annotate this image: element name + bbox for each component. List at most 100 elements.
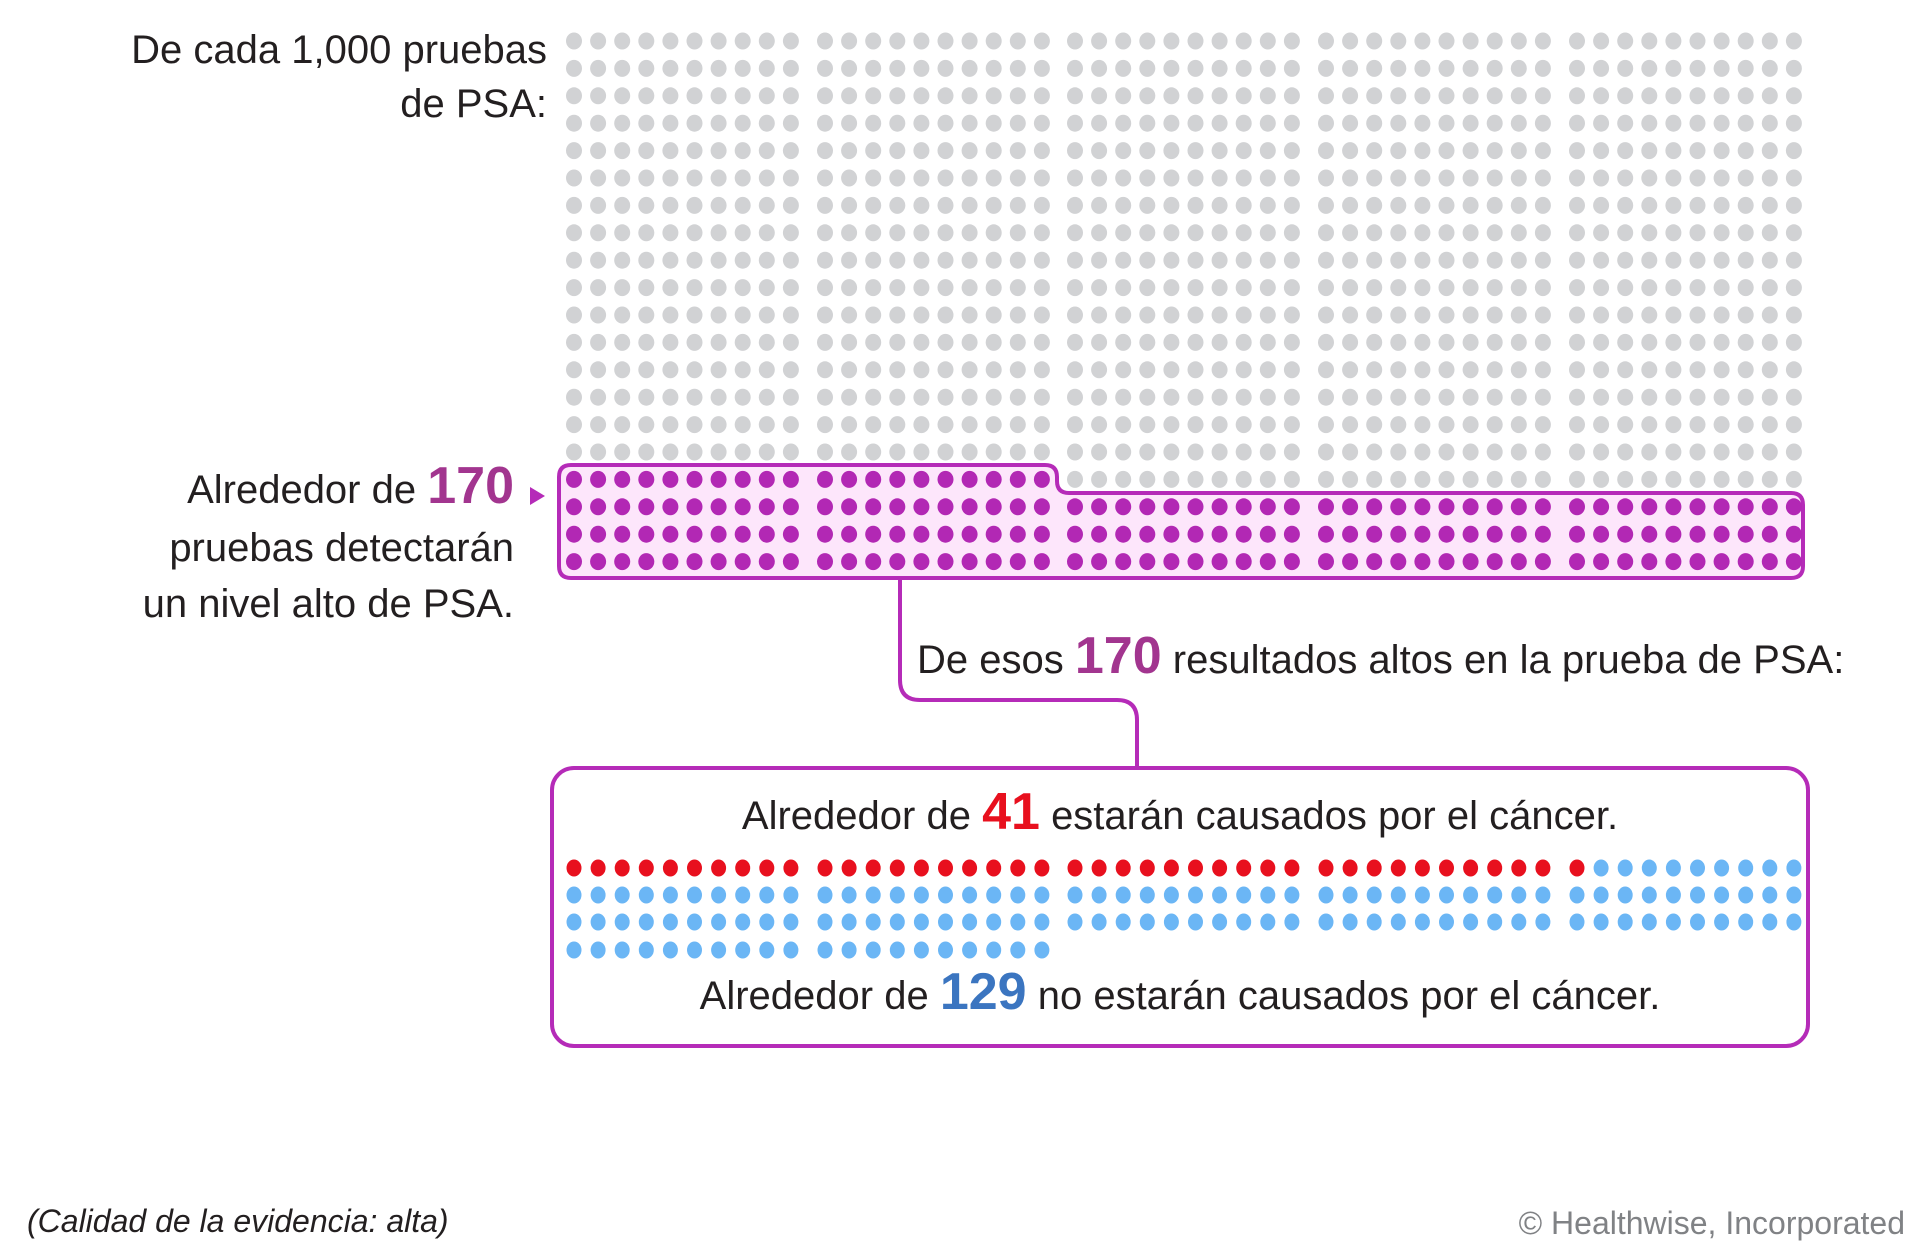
dot-no-cancer [1390,886,1406,904]
dot-test [1534,59,1551,77]
dot-test [1139,361,1156,379]
dot-test [1187,251,1204,269]
dot-high-psa [1785,525,1802,543]
dot-test [1665,32,1682,50]
dot-test [1235,388,1252,406]
dot-test [614,251,631,269]
dot-high-psa [614,525,631,543]
dot-test [1534,361,1551,379]
dot-test [1366,361,1383,379]
dot-test [1593,224,1610,242]
dot-test [1761,306,1778,324]
dot-no-cancer [1414,886,1430,904]
dot-test [1785,251,1802,269]
dot-test [1689,306,1706,324]
dot-test [638,224,655,242]
dot-test [1033,416,1050,434]
dot-test [1318,196,1334,214]
dot-test [1593,361,1610,379]
dot-test [1641,388,1658,406]
dot-high-psa [1593,525,1610,543]
dot-test [710,224,727,242]
dot-no-cancer [783,913,799,931]
dot-test [1187,87,1204,105]
dot-test [1462,59,1479,77]
dot-test [937,224,954,242]
dot-test [961,361,978,379]
dot-test [710,279,727,297]
dot-high-psa [1342,498,1359,516]
dot-test [782,142,799,160]
dot-test [1713,279,1730,297]
dot-no-cancer [913,886,929,904]
dot-test [758,59,775,77]
dot-high-psa [1534,553,1551,571]
dot-test [1641,279,1658,297]
dot-no-cancer [1665,859,1681,877]
dot-test [1366,251,1383,269]
dot-cancer [1010,859,1026,877]
dot-test [1091,470,1108,488]
dot-test [1390,361,1407,379]
dot-test [686,224,703,242]
dot-no-cancer [1091,913,1107,931]
dot-test [1342,142,1359,160]
dot-test [1009,306,1026,324]
dot-cancer [986,859,1002,877]
dot-test [1593,388,1610,406]
dot-test [1414,388,1431,406]
dot-no-cancer [1115,886,1131,904]
dot-test [1534,443,1551,461]
dot-test [1414,251,1431,269]
dot-high-psa [1366,498,1383,516]
dot-high-psa [758,525,775,543]
evidence-note: (Calidad de la evidencia: alta) [27,1203,449,1239]
dot-high-psa [566,525,582,543]
dot-test [638,416,655,434]
of-those-number: 170 [1074,627,1162,685]
dot-test [1737,361,1754,379]
dot-high-psa [638,525,655,543]
dot-test [985,388,1002,406]
dot-test [865,169,882,187]
dot-test [961,251,978,269]
dot-no-cancer [759,913,775,931]
dot-test [614,59,631,77]
dot-test [1438,196,1455,214]
dot-test [1593,169,1610,187]
dot-high-psa [590,498,607,516]
dot-no-cancer [1414,913,1430,931]
dot-high-psa [1009,553,1026,571]
dot-test [961,416,978,434]
dot-test [1187,224,1204,242]
dot-no-cancer [1212,886,1228,904]
dot-no-cancer [711,886,727,904]
dot-cancer [1284,859,1300,877]
dot-test [758,142,775,160]
dot-high-psa [1761,525,1778,543]
dot-no-cancer [938,886,953,904]
dot-high-psa [1414,525,1431,543]
dot-high-psa [710,470,727,488]
dot-high-psa [1689,525,1706,543]
dot-no-cancer [590,941,606,959]
dot-no-cancer [962,913,978,931]
dot-test [1187,142,1204,160]
dot-test [1713,361,1730,379]
dot-test [1259,443,1276,461]
dot-test [1091,87,1108,105]
dot-cancer [1439,859,1454,877]
dot-test [1534,142,1551,160]
dot-test [1187,114,1204,132]
dot-high-psa [889,525,906,543]
dot-test [1091,361,1108,379]
dot-test [566,361,582,379]
dot-test [913,59,930,77]
dot-test [961,59,978,77]
dot-test [1641,306,1658,324]
dot-test [638,333,655,351]
dot-test [1689,251,1706,269]
dot-test [782,196,799,214]
dot-test [1713,224,1730,242]
dot-test [1211,59,1228,77]
